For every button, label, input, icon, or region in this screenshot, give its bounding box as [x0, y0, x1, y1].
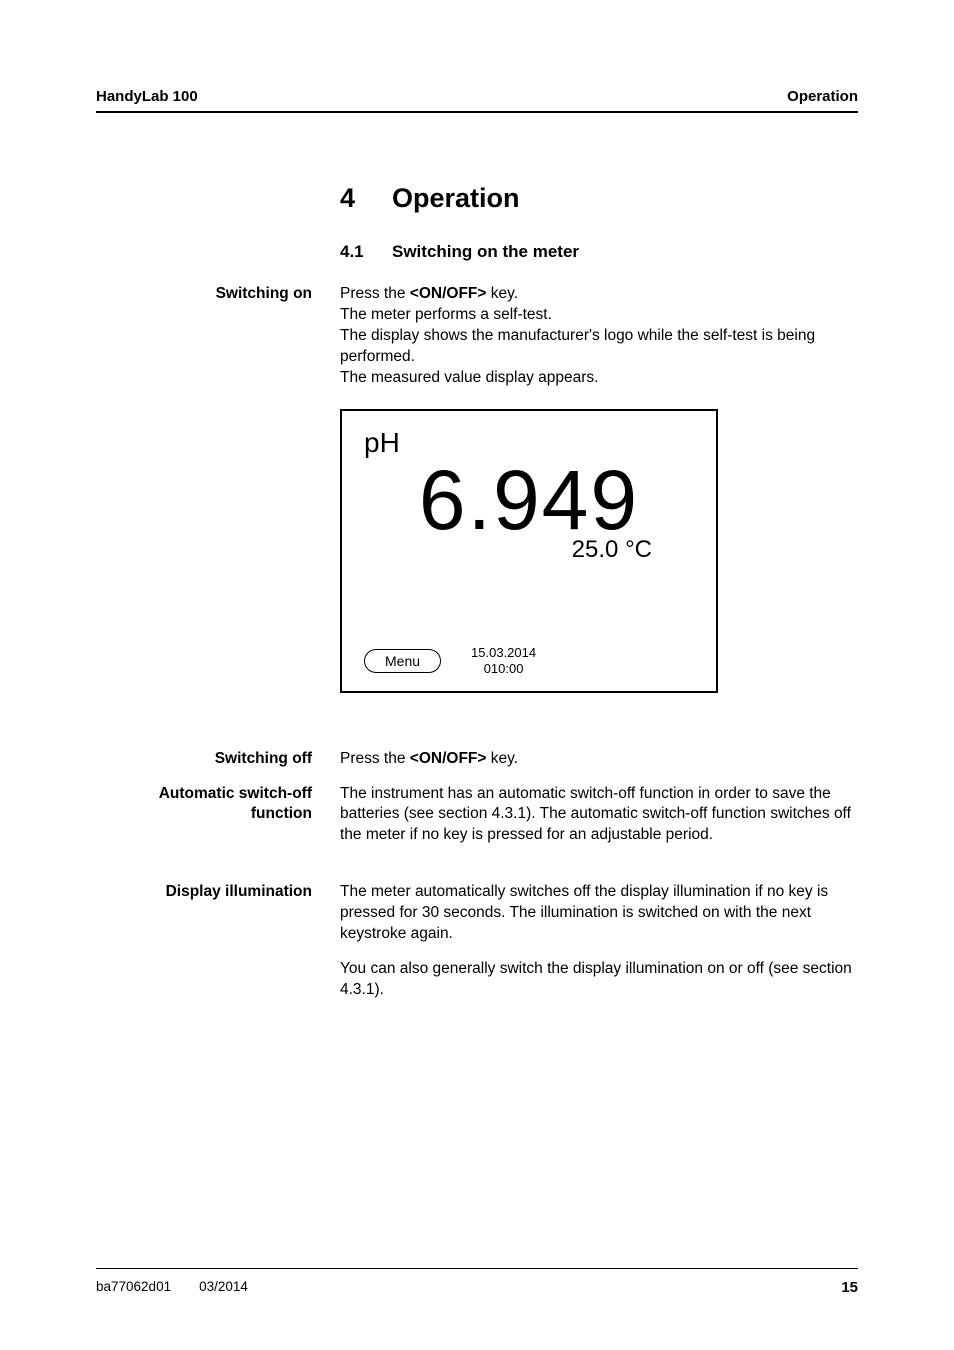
block-display-illumination: Display illumination The meter automatic… [96, 882, 858, 1001]
body-switching-off: Press the <ON/OFF> key. [340, 749, 858, 770]
subsection-heading: 4.1Switching on the meter [340, 242, 858, 262]
side-label-switching-on: Switching on [96, 284, 340, 305]
section-title: Operation [392, 183, 520, 213]
temperature-value: 25.0 [572, 536, 619, 563]
measured-value: 6.949 [364, 461, 694, 541]
block-switching-off: Switching off Press the <ON/OFF> key. [96, 749, 858, 770]
side-label-display-illumination: Display illumination [96, 882, 340, 903]
footer-doc-id: ba77062d01 [96, 1279, 171, 1294]
side-label-switching-off: Switching off [96, 749, 340, 770]
softkey-menu: Menu [364, 649, 441, 673]
text: key. [486, 750, 518, 767]
body-switching-on: Press the <ON/OFF> key. The meter perfor… [340, 284, 858, 389]
text: You can also generally switch the displa… [340, 959, 858, 1001]
temperature-unit: °C [625, 536, 652, 563]
body-auto-switch-off: The instrument has an automatic switch-o… [340, 784, 858, 847]
footer-page-number: 15 [841, 1279, 858, 1296]
side-label-auto-switch-off: Automatic switch-off function [96, 784, 340, 826]
time-value: 010:00 [471, 661, 536, 677]
footer-left: ba77062d01 03/2014 [96, 1279, 276, 1296]
timestamp: 15.03.2014 010:00 [471, 645, 536, 676]
section-number: 4 [340, 183, 392, 214]
text: key. [486, 285, 518, 302]
text: Press the [340, 285, 410, 302]
text: The display shows the manufacturer's log… [340, 327, 815, 365]
device-display: pH 6.949 25.0 °C Menu 15.03.2014 010:00 [340, 409, 718, 693]
footer-date: 03/2014 [199, 1279, 248, 1294]
running-header: HandyLab 100 Operation [96, 88, 858, 113]
running-header-right: Operation [787, 88, 858, 105]
block-auto-switch-off: Automatic switch-off function The instru… [96, 784, 858, 847]
key-name: <ON/OFF> [410, 285, 487, 302]
text: Automatic switch-off [159, 785, 312, 802]
block-switching-on: Switching on Press the <ON/OFF> key. The… [96, 284, 858, 389]
running-header-left: HandyLab 100 [96, 88, 198, 105]
section-heading: 4Operation [340, 183, 858, 214]
key-name: <ON/OFF> [410, 750, 487, 767]
text: The meter performs a self-test. [340, 306, 552, 323]
body-display-illumination: The meter automatically switches off the… [340, 882, 858, 1001]
text: The meter automatically switches off the… [340, 882, 858, 945]
subsection-number: 4.1 [340, 242, 392, 262]
text: Press the [340, 750, 410, 767]
page-footer: ba77062d01 03/2014 15 [96, 1268, 858, 1296]
subsection-title: Switching on the meter [392, 242, 579, 261]
text: function [251, 805, 312, 822]
date-value: 15.03.2014 [471, 645, 536, 661]
text: The measured value display appears. [340, 369, 598, 386]
